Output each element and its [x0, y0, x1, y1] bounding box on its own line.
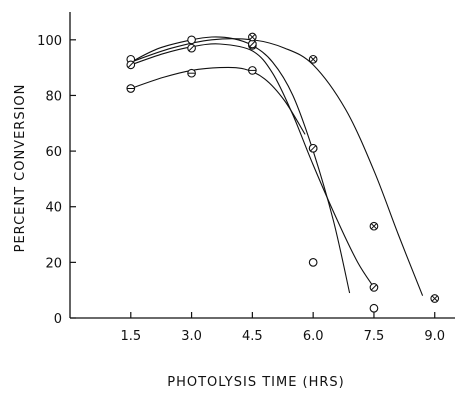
- x-tick-label: 4.5: [242, 329, 263, 344]
- x-tick-label: 7.5: [364, 329, 385, 344]
- y-tick-label: 0: [54, 312, 62, 327]
- data-point-open-circle: [308, 258, 318, 267]
- series-1-curve: [130, 36, 351, 294]
- series-2-curve: [130, 43, 375, 288]
- y-tick-label: 80: [45, 89, 62, 104]
- data-point-circle-cross: [248, 32, 257, 42]
- y-tick-label: 40: [45, 201, 62, 216]
- data-point-circle-slash: [369, 283, 379, 292]
- axes: [69, 12, 455, 319]
- data-point-open-circle: [369, 303, 379, 313]
- y-axis-title: PERCENT CONVERSION: [13, 84, 28, 253]
- curves: [130, 36, 424, 296]
- y-ticks: 0 20 40 60 80 100: [37, 34, 76, 327]
- x-tick-label: 9.0: [424, 329, 445, 344]
- data-point-circle-cross: [430, 294, 440, 303]
- x-tick-label: 6.0: [303, 329, 324, 344]
- data-point-circle-slash: [308, 143, 318, 153]
- series-4-curve: [130, 66, 306, 135]
- data-point-circle-hline: [126, 84, 136, 93]
- data-point-circle-cross: [308, 54, 318, 64]
- y-tick-label: 20: [45, 256, 62, 271]
- data-point-circle-cross: [369, 221, 379, 231]
- series-3-curve: [130, 38, 424, 296]
- y-tick-label: 60: [45, 145, 62, 160]
- x-tick-label: 3.0: [181, 329, 202, 344]
- data-point-circle-slash: [126, 60, 136, 70]
- x-tick-label: 1.5: [120, 329, 141, 344]
- markers: [126, 32, 440, 313]
- x-axis-title: PHOTOLYSIS TIME (HRS): [167, 375, 345, 390]
- data-point-circle-hline: [187, 68, 196, 78]
- y-tick-label: 100: [37, 34, 62, 49]
- data-point-open-circle: [187, 35, 196, 45]
- x-ticks: 1.5 3.0 4.5 6.0 7.5 9.0: [120, 312, 445, 344]
- data-point-circle-hline: [248, 66, 257, 75]
- data-point-circle-slash: [187, 43, 196, 53]
